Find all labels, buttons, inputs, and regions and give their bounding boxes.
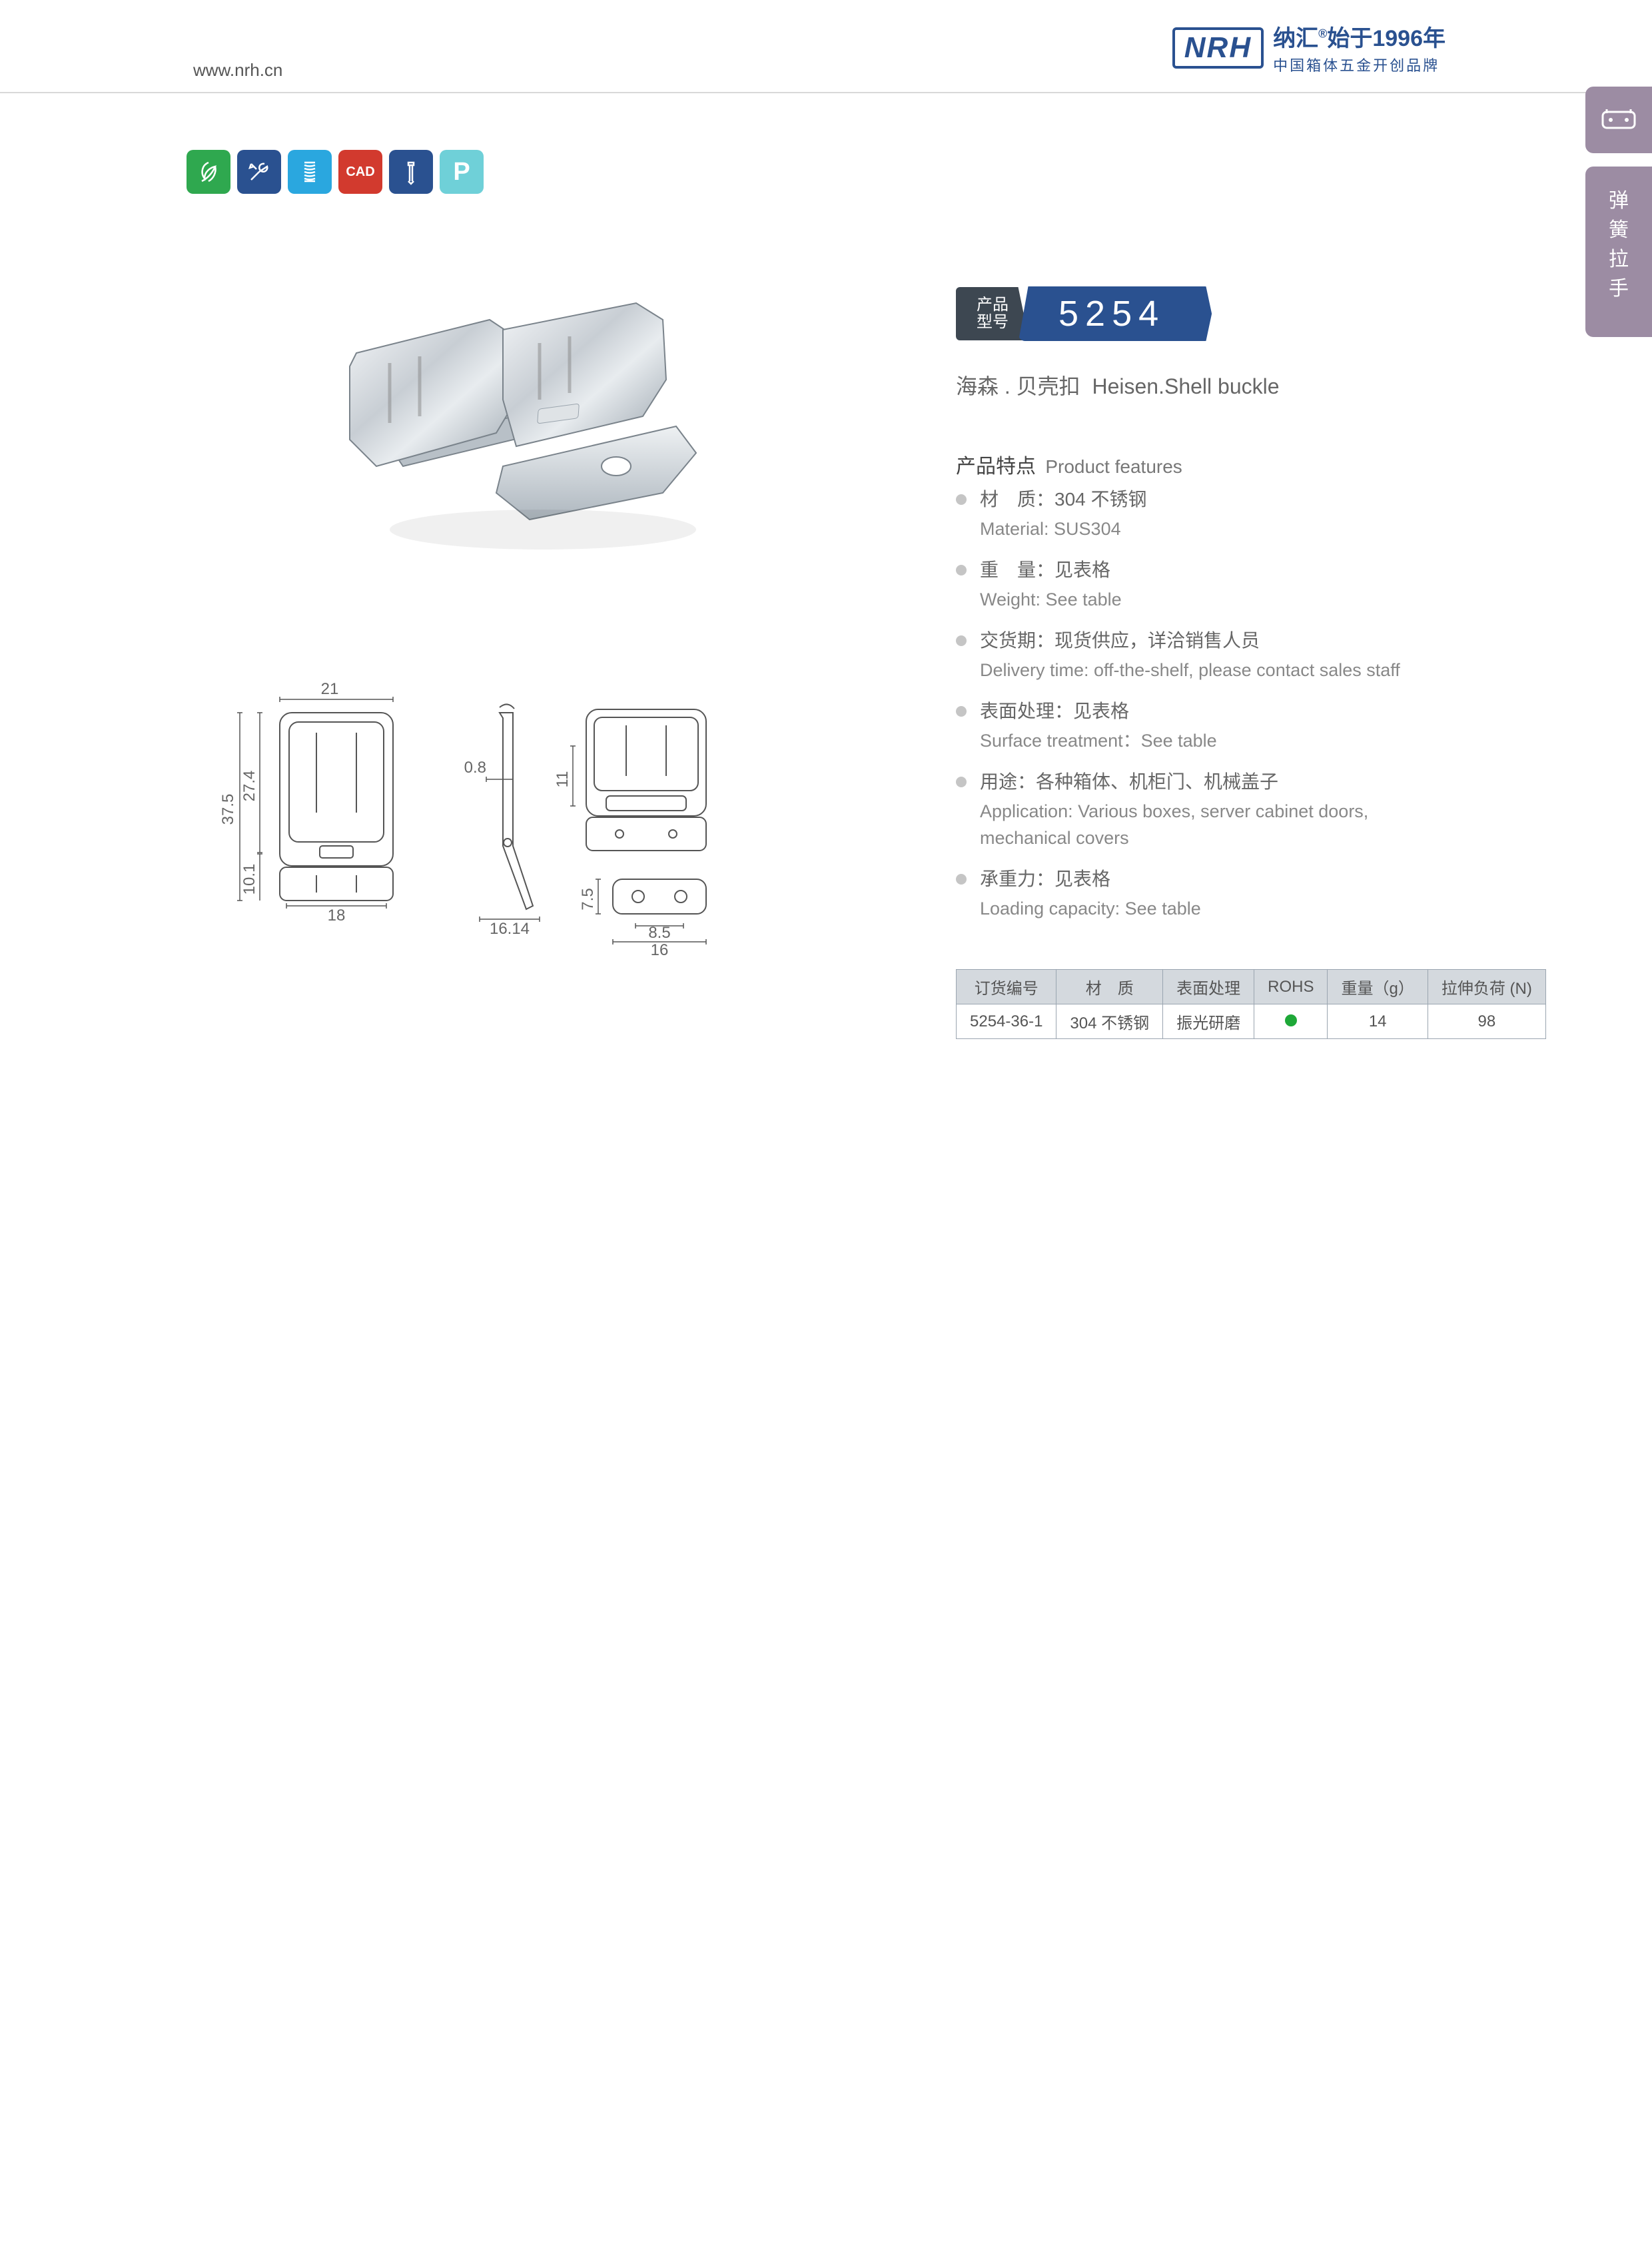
logo-line1: 纳汇®始于1996年 [1273, 20, 1446, 53]
eco-icon [187, 150, 230, 194]
svg-text:18: 18 [328, 907, 346, 925]
spring-icon [288, 150, 332, 194]
p-icon: P [440, 150, 484, 194]
features-heading: 产品特点 Product features [956, 450, 1182, 479]
col-rohs: ROHS [1254, 970, 1328, 1004]
col-code: 订货编号 [957, 970, 1056, 1004]
col-weight: 重量（g） [1328, 970, 1428, 1004]
page-header: www.nrh.cn NRH 纳汇®始于1996年 中国箱体五金开创品牌 [0, 0, 1652, 93]
model-number: 5254 [1019, 286, 1212, 341]
svg-text:7.5: 7.5 [579, 888, 597, 910]
feature-item: 表面处理：见表格 Surface treatment：See table [956, 698, 1462, 754]
logo-text: 纳汇®始于1996年 中国箱体五金开创品牌 [1273, 20, 1446, 75]
rohs-cell [1254, 1004, 1328, 1039]
product-model-badge: 产品 型号 5254 [956, 286, 1212, 341]
product-render [303, 266, 723, 573]
feature-item: 重 量：见表格 Weight: See table [956, 557, 1462, 613]
col-load: 拉伸负荷 (N) [1428, 970, 1545, 1004]
svg-text:16: 16 [651, 941, 669, 959]
col-material: 材 质 [1056, 970, 1163, 1004]
product-name: 海森 . 贝壳扣 Heisen.Shell buckle [956, 370, 1280, 400]
website-url: www.nrh.cn [193, 60, 282, 81]
feature-item: 用途：各种箱体、机柜门、机械盖子 Application: Various bo… [956, 769, 1462, 851]
logo-mark: NRH [1172, 27, 1264, 69]
tools-icon [237, 150, 281, 194]
spec-table: 订货编号 材 质 表面处理 ROHS 重量（g） 拉伸负荷 (N) 5254-3… [956, 969, 1546, 1039]
rohs-dot-icon [1285, 1014, 1297, 1026]
svg-text:10.1: 10.1 [240, 864, 258, 895]
svg-text:0.8: 0.8 [464, 759, 486, 777]
feature-item: 交货期：现货供应，详洽销售人员 Delivery time: off-the-s… [956, 627, 1462, 683]
col-surface: 表面处理 [1163, 970, 1254, 1004]
svg-text:8.5: 8.5 [648, 924, 670, 942]
side-tab-label: 弹 簧 拉 手 [1585, 167, 1652, 337]
brand-logo: NRH 纳汇®始于1996年 中国箱体五金开创品牌 [1172, 20, 1446, 75]
features-list: 材 质：304 不锈钢 Material: SUS304 重 量：见表格 Wei… [956, 486, 1462, 936]
logo-line2: 中国箱体五金开创品牌 [1273, 54, 1446, 75]
technical-drawings: 21 18 37.5 27.4 10.1 0.8 16.14 11 7.5 8.… [200, 673, 813, 959]
side-tab: 弹 簧 拉 手 [1585, 87, 1652, 337]
svg-text:27.4: 27.4 [240, 771, 258, 802]
bolt-icon [389, 150, 433, 194]
cad-icon: CAD [338, 150, 382, 194]
svg-text:21: 21 [321, 680, 339, 698]
table-row: 5254-36-1 304 不锈钢 振光研磨 14 98 [957, 1004, 1546, 1039]
feature-item: 承重力：见表格 Loading capacity: See table [956, 866, 1462, 922]
side-tab-icon [1585, 87, 1652, 153]
svg-text:11: 11 [554, 771, 572, 788]
table-header-row: 订货编号 材 质 表面处理 ROHS 重量（g） 拉伸负荷 (N) [957, 970, 1546, 1004]
badge-label: 产品 型号 [956, 287, 1029, 340]
svg-text:37.5: 37.5 [219, 794, 237, 825]
feature-icon-row: CAD P [187, 150, 484, 194]
svg-text:16.14: 16.14 [490, 920, 530, 938]
feature-item: 材 质：304 不锈钢 Material: SUS304 [956, 486, 1462, 542]
